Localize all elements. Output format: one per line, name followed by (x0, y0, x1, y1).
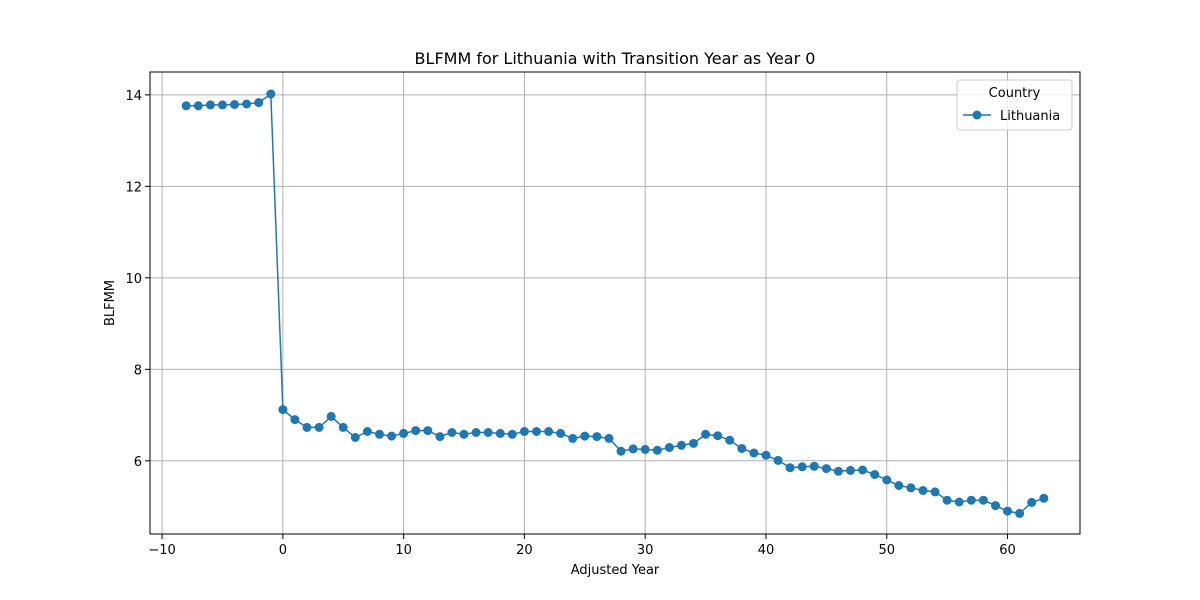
data-point (930, 487, 940, 497)
data-point (1027, 497, 1037, 507)
data-point (664, 443, 674, 452)
data-point (846, 465, 855, 475)
data-point (507, 429, 517, 439)
data-point (375, 429, 384, 439)
data-point (350, 433, 360, 442)
data-point (181, 101, 191, 111)
data-point (628, 444, 638, 454)
data-point (640, 444, 650, 454)
axis-ticks: −10 0 10 20 30 40 50 60 6 8 10 12 14 (125, 89, 1015, 558)
data-point (242, 99, 252, 109)
data-point (1003, 506, 1012, 516)
legend-title: Country (989, 86, 1041, 101)
data-point (314, 422, 324, 432)
data-point (761, 450, 771, 460)
data-point (676, 440, 686, 450)
data-point (966, 495, 976, 505)
data-point (568, 433, 578, 443)
data-point (882, 475, 892, 485)
data-point (326, 411, 336, 421)
data-point (833, 466, 843, 476)
data-point (556, 428, 566, 438)
data-point (266, 89, 276, 99)
data-point (495, 428, 505, 438)
data-point (435, 432, 445, 442)
data-point (713, 431, 723, 441)
legend-series-label: Lithuania (1000, 109, 1060, 124)
data-point (399, 428, 409, 438)
data-point (809, 461, 819, 471)
x-tick-label: 20 (516, 543, 533, 558)
data-point (749, 448, 759, 458)
data-point (290, 415, 300, 425)
data-point (447, 428, 457, 437)
data-point (604, 433, 614, 443)
x-axis-label: Adjusted Year (571, 563, 660, 578)
data-point (592, 432, 602, 442)
x-tick-label: 50 (878, 543, 895, 558)
grid-lines (150, 72, 1080, 534)
data-point (580, 431, 590, 441)
legend-box (956, 79, 1073, 131)
data-point (954, 497, 964, 507)
data-point (918, 486, 928, 495)
series-layer (181, 89, 1049, 518)
data-point (773, 455, 783, 465)
data-point (423, 426, 433, 436)
data-point (821, 464, 831, 474)
data-point (278, 405, 288, 415)
data-point (218, 100, 227, 110)
y-tick-label: 8 (134, 363, 142, 378)
legend-marker-swatch (972, 110, 982, 120)
data-point (652, 445, 662, 455)
data-point (894, 481, 904, 490)
x-tick-label: −10 (148, 543, 175, 558)
data-point (362, 427, 372, 436)
data-point (906, 483, 916, 493)
data-point (544, 427, 554, 436)
data-point (737, 444, 747, 453)
data-point (532, 427, 541, 436)
data-point (230, 100, 239, 109)
x-tick-label: 30 (637, 543, 654, 558)
data-point (978, 495, 988, 505)
data-point (519, 427, 529, 436)
data-point (689, 438, 698, 448)
y-tick-label: 14 (125, 89, 142, 104)
data-point (205, 100, 215, 110)
data-point (471, 428, 481, 437)
y-tick-label: 6 (134, 455, 142, 470)
data-point (193, 101, 203, 111)
y-tick-label: 10 (125, 272, 142, 287)
legend: Country Lithuania (956, 79, 1073, 131)
data-point (725, 435, 735, 445)
x-tick-label: 40 (758, 543, 775, 558)
data-point (991, 501, 1000, 511)
x-tick-label: 10 (395, 543, 412, 558)
data-point (459, 429, 469, 439)
data-point (942, 495, 952, 505)
data-point (858, 465, 868, 475)
data-point (411, 426, 421, 436)
data-point (338, 422, 348, 432)
data-point (1015, 508, 1025, 518)
data-point (785, 463, 795, 473)
data-point (483, 428, 493, 437)
y-axis-label: BLFMM (103, 280, 118, 326)
data-point (870, 470, 880, 479)
data-point (616, 446, 626, 456)
y-tick-label: 12 (125, 180, 142, 195)
plot-area-frame (149, 71, 1081, 535)
x-tick-label: 60 (999, 543, 1016, 558)
data-point (387, 431, 397, 441)
data-point (797, 462, 807, 472)
data-point (302, 422, 312, 432)
data-point (254, 98, 264, 108)
chart-title: BLFMM for Lithuania with Transition Year… (415, 49, 816, 68)
x-tick-label: 0 (279, 543, 287, 558)
data-point (1039, 493, 1049, 503)
data-point (701, 429, 711, 439)
